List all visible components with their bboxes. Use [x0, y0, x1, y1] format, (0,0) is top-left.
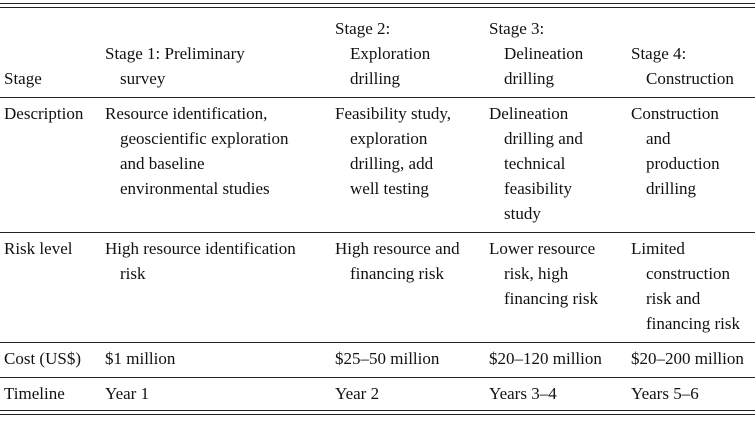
cell-line: Stage	[4, 69, 42, 88]
table-cell: $20–200 million	[629, 343, 755, 378]
cell-line: technical	[504, 154, 566, 173]
table-cell: Cost (US$)	[0, 343, 103, 378]
cell-line: risk, high	[504, 264, 569, 283]
cell-line: Stage 3:	[489, 19, 545, 38]
cell-line: drilling, add	[350, 154, 434, 173]
cell-line: drilling	[350, 69, 401, 88]
cell-line: Cost (US$)	[4, 349, 81, 368]
cell-line: Lower resource	[489, 239, 596, 258]
table-cell: Lower resource risk, high financing risk	[487, 233, 629, 343]
cell-line: Stage 4:	[631, 44, 687, 63]
table: Stage Stage 1: Preliminary survey Stage 2: E…	[0, 9, 755, 412]
cell-line: Stage 1: Preliminary	[105, 44, 245, 63]
cell-line: Delineation	[504, 44, 584, 63]
cell-line: $20–200 million	[631, 349, 744, 368]
table-row: Risk level High resource identification ri…	[0, 233, 755, 343]
cell-line: feasibility	[504, 179, 572, 198]
cell-line: Resource identification,	[105, 104, 268, 123]
table-cell: $1 million	[103, 343, 333, 378]
table-cell: Years 3–4	[487, 378, 629, 413]
cell-line: drilling	[646, 179, 697, 198]
table-cell: Description	[0, 98, 103, 233]
table-row: Timeline Year 1 Year 2 Years 3–4 Years 5–6	[0, 378, 755, 413]
cell-line: Years 3–4	[489, 384, 557, 403]
cell-line: drilling and	[504, 129, 583, 148]
cell-line: Exploration	[350, 44, 431, 63]
cell-line: Stage 2:	[335, 19, 391, 38]
cell-line: Years 5–6	[631, 384, 699, 403]
cell-line: Construction	[646, 69, 734, 88]
cell-line: survey	[120, 69, 166, 88]
table-cell: Risk level	[0, 233, 103, 343]
cell-line: financing risk	[504, 289, 598, 308]
table-row: Description Resource identification, geosc…	[0, 98, 755, 233]
cell-line: Risk level	[4, 239, 73, 258]
table-cell: Timeline	[0, 378, 103, 413]
cell-line: High resource identification	[105, 239, 296, 258]
rule	[0, 7, 755, 8]
table-cell: $20–120 million	[487, 343, 629, 378]
table-cell: High resource and financing risk	[333, 233, 487, 343]
table-cell: Stage 2: Exploration drilling	[333, 9, 487, 98]
cell-line: and	[646, 129, 671, 148]
cell-line: production	[646, 154, 720, 173]
cell-line: Year 1	[105, 384, 150, 403]
table-cell: Stage 4: Construction	[629, 9, 755, 98]
table-cell: Construction and production drilling	[629, 98, 755, 233]
cell-line: geoscientific exploration	[120, 129, 289, 148]
table-cell: High resource identification risk	[103, 233, 333, 343]
cell-line: study	[504, 204, 541, 223]
cell-line: financing risk	[646, 314, 740, 333]
cell-line: $25–50 million	[335, 349, 440, 368]
cell-line: Description	[4, 104, 84, 123]
cell-line: construction	[646, 264, 731, 283]
table-row: Cost (US$) $1 million $25–50 million $20–12…	[0, 343, 755, 378]
cell-line: drilling	[504, 69, 555, 88]
table-cell: Resource identification, geoscientific ex…	[103, 98, 333, 233]
cell-line: Feasibility study,	[335, 104, 452, 123]
table-cell: Year 1	[103, 378, 333, 413]
rule	[0, 410, 755, 411]
cell-line: environmental studies	[120, 179, 270, 198]
cell-line: and baseline	[120, 154, 205, 173]
table-cell: Limited construction risk and financing ris…	[629, 233, 755, 343]
cell-line: Delineation	[489, 104, 569, 123]
rule	[0, 3, 755, 4]
table-cell: Delineation drilling and technical feasibil…	[487, 98, 629, 233]
cell-line: exploration	[350, 129, 428, 148]
table-row: Stage Stage 1: Preliminary survey Stage 2: E…	[0, 9, 755, 98]
table-cell: Stage 1: Preliminary survey	[103, 9, 333, 98]
cell-line: Construction	[631, 104, 719, 123]
table-cell: Years 5–6	[629, 378, 755, 413]
cell-line: risk	[120, 264, 146, 283]
cell-line: well testing	[350, 179, 429, 198]
cell-line: $1 million	[105, 349, 176, 368]
table-cell: Stage 3: Delineation drilling	[487, 9, 629, 98]
cell-line: $20–120 million	[489, 349, 602, 368]
cell-line: financing risk	[350, 264, 444, 283]
cell-line: Timeline	[4, 384, 65, 403]
table-cell: Stage	[0, 9, 103, 98]
table-cell: Feasibility study, exploration drilling, a…	[333, 98, 487, 233]
table-cell: Year 2	[333, 378, 487, 413]
table-cell: $25–50 million	[333, 343, 487, 378]
cell-line: High resource and	[335, 239, 460, 258]
cell-line: risk and	[646, 289, 701, 308]
rule	[0, 414, 755, 415]
cell-line: Year 2	[335, 384, 380, 403]
cell-line: Limited	[631, 239, 685, 258]
